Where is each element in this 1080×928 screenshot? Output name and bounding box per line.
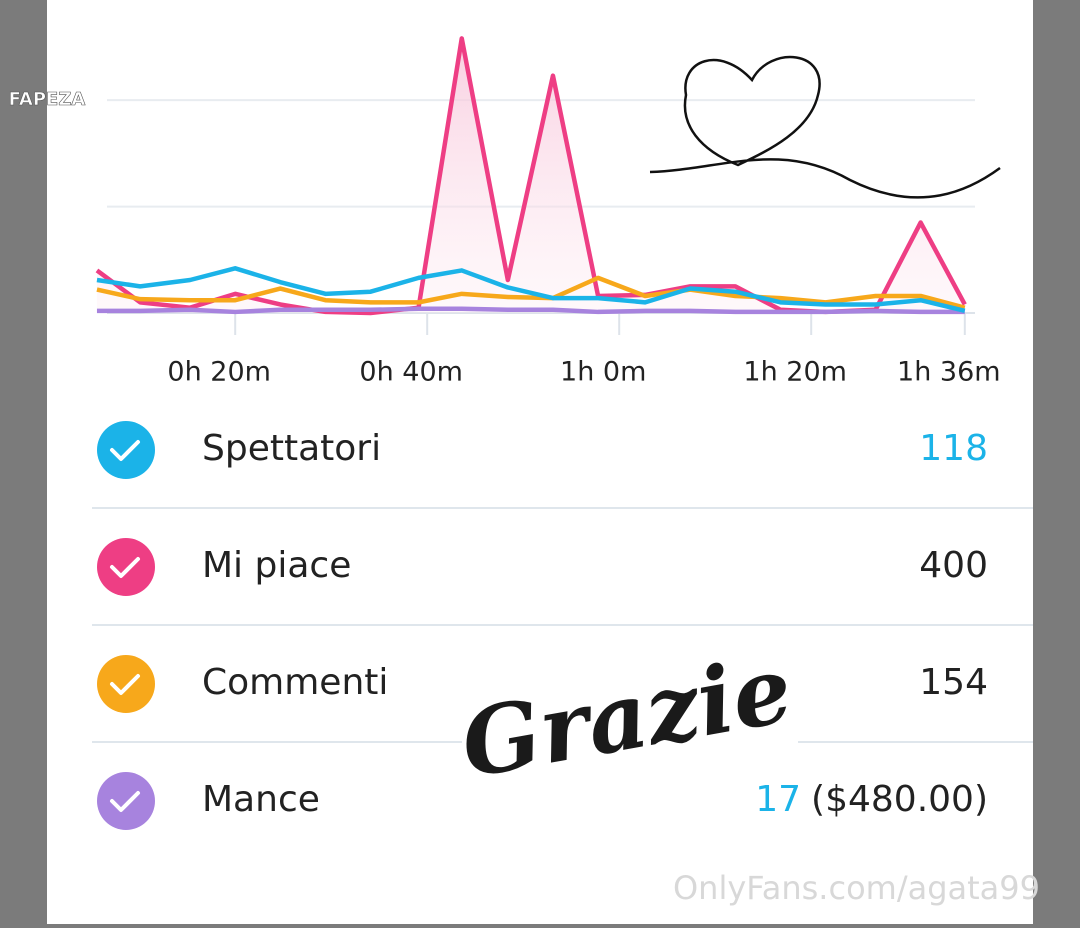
check-mark: [110, 440, 140, 461]
x-tick-label: 0h 20m: [167, 357, 271, 388]
legend-label: Mance: [202, 779, 320, 820]
check-mark: [110, 674, 140, 695]
check-icon: [97, 655, 155, 713]
check-icon: [97, 538, 155, 596]
series-line: [96, 275, 966, 310]
stat-value: 400: [919, 545, 988, 586]
overlay-bg: [462, 660, 798, 780]
stat-count: 17: [755, 779, 801, 820]
x-tick-label: 0h 40m: [359, 357, 463, 388]
check-mark: [110, 557, 140, 578]
legend-label: Spettatori: [202, 428, 381, 469]
footer-watermark: OnlyFans.com/agata99: [673, 869, 1040, 907]
watermark: FAPEZA: [9, 89, 86, 110]
stat-amount: ($480.00): [811, 779, 988, 820]
series-line: [96, 266, 966, 314]
check-icon: [97, 421, 155, 479]
chart: 0h 20m 0h 40m 1h 0m 1h 20m 1h 36m: [95, 36, 1001, 388]
x-tick-label: 1h 20m: [743, 357, 847, 388]
series-line: [96, 306, 965, 315]
stats-list: Spettatori 118 Mi piace 400 Commenti 154 Mance…: [92, 421, 1033, 830]
stat-value: 118: [919, 428, 988, 469]
stat-value: 17 ($480.00): [755, 779, 988, 820]
check-icon: [97, 772, 155, 830]
x-tick-label: 1h 0m: [560, 357, 646, 388]
stat-value: 154: [919, 662, 988, 703]
heart-doodle: [649, 55, 1001, 199]
legend-label: Mi piace: [202, 545, 351, 586]
x-tick-label: 1h 36m: [897, 357, 1001, 388]
check-mark: [110, 791, 140, 812]
legend-label: Commenti: [202, 662, 388, 703]
